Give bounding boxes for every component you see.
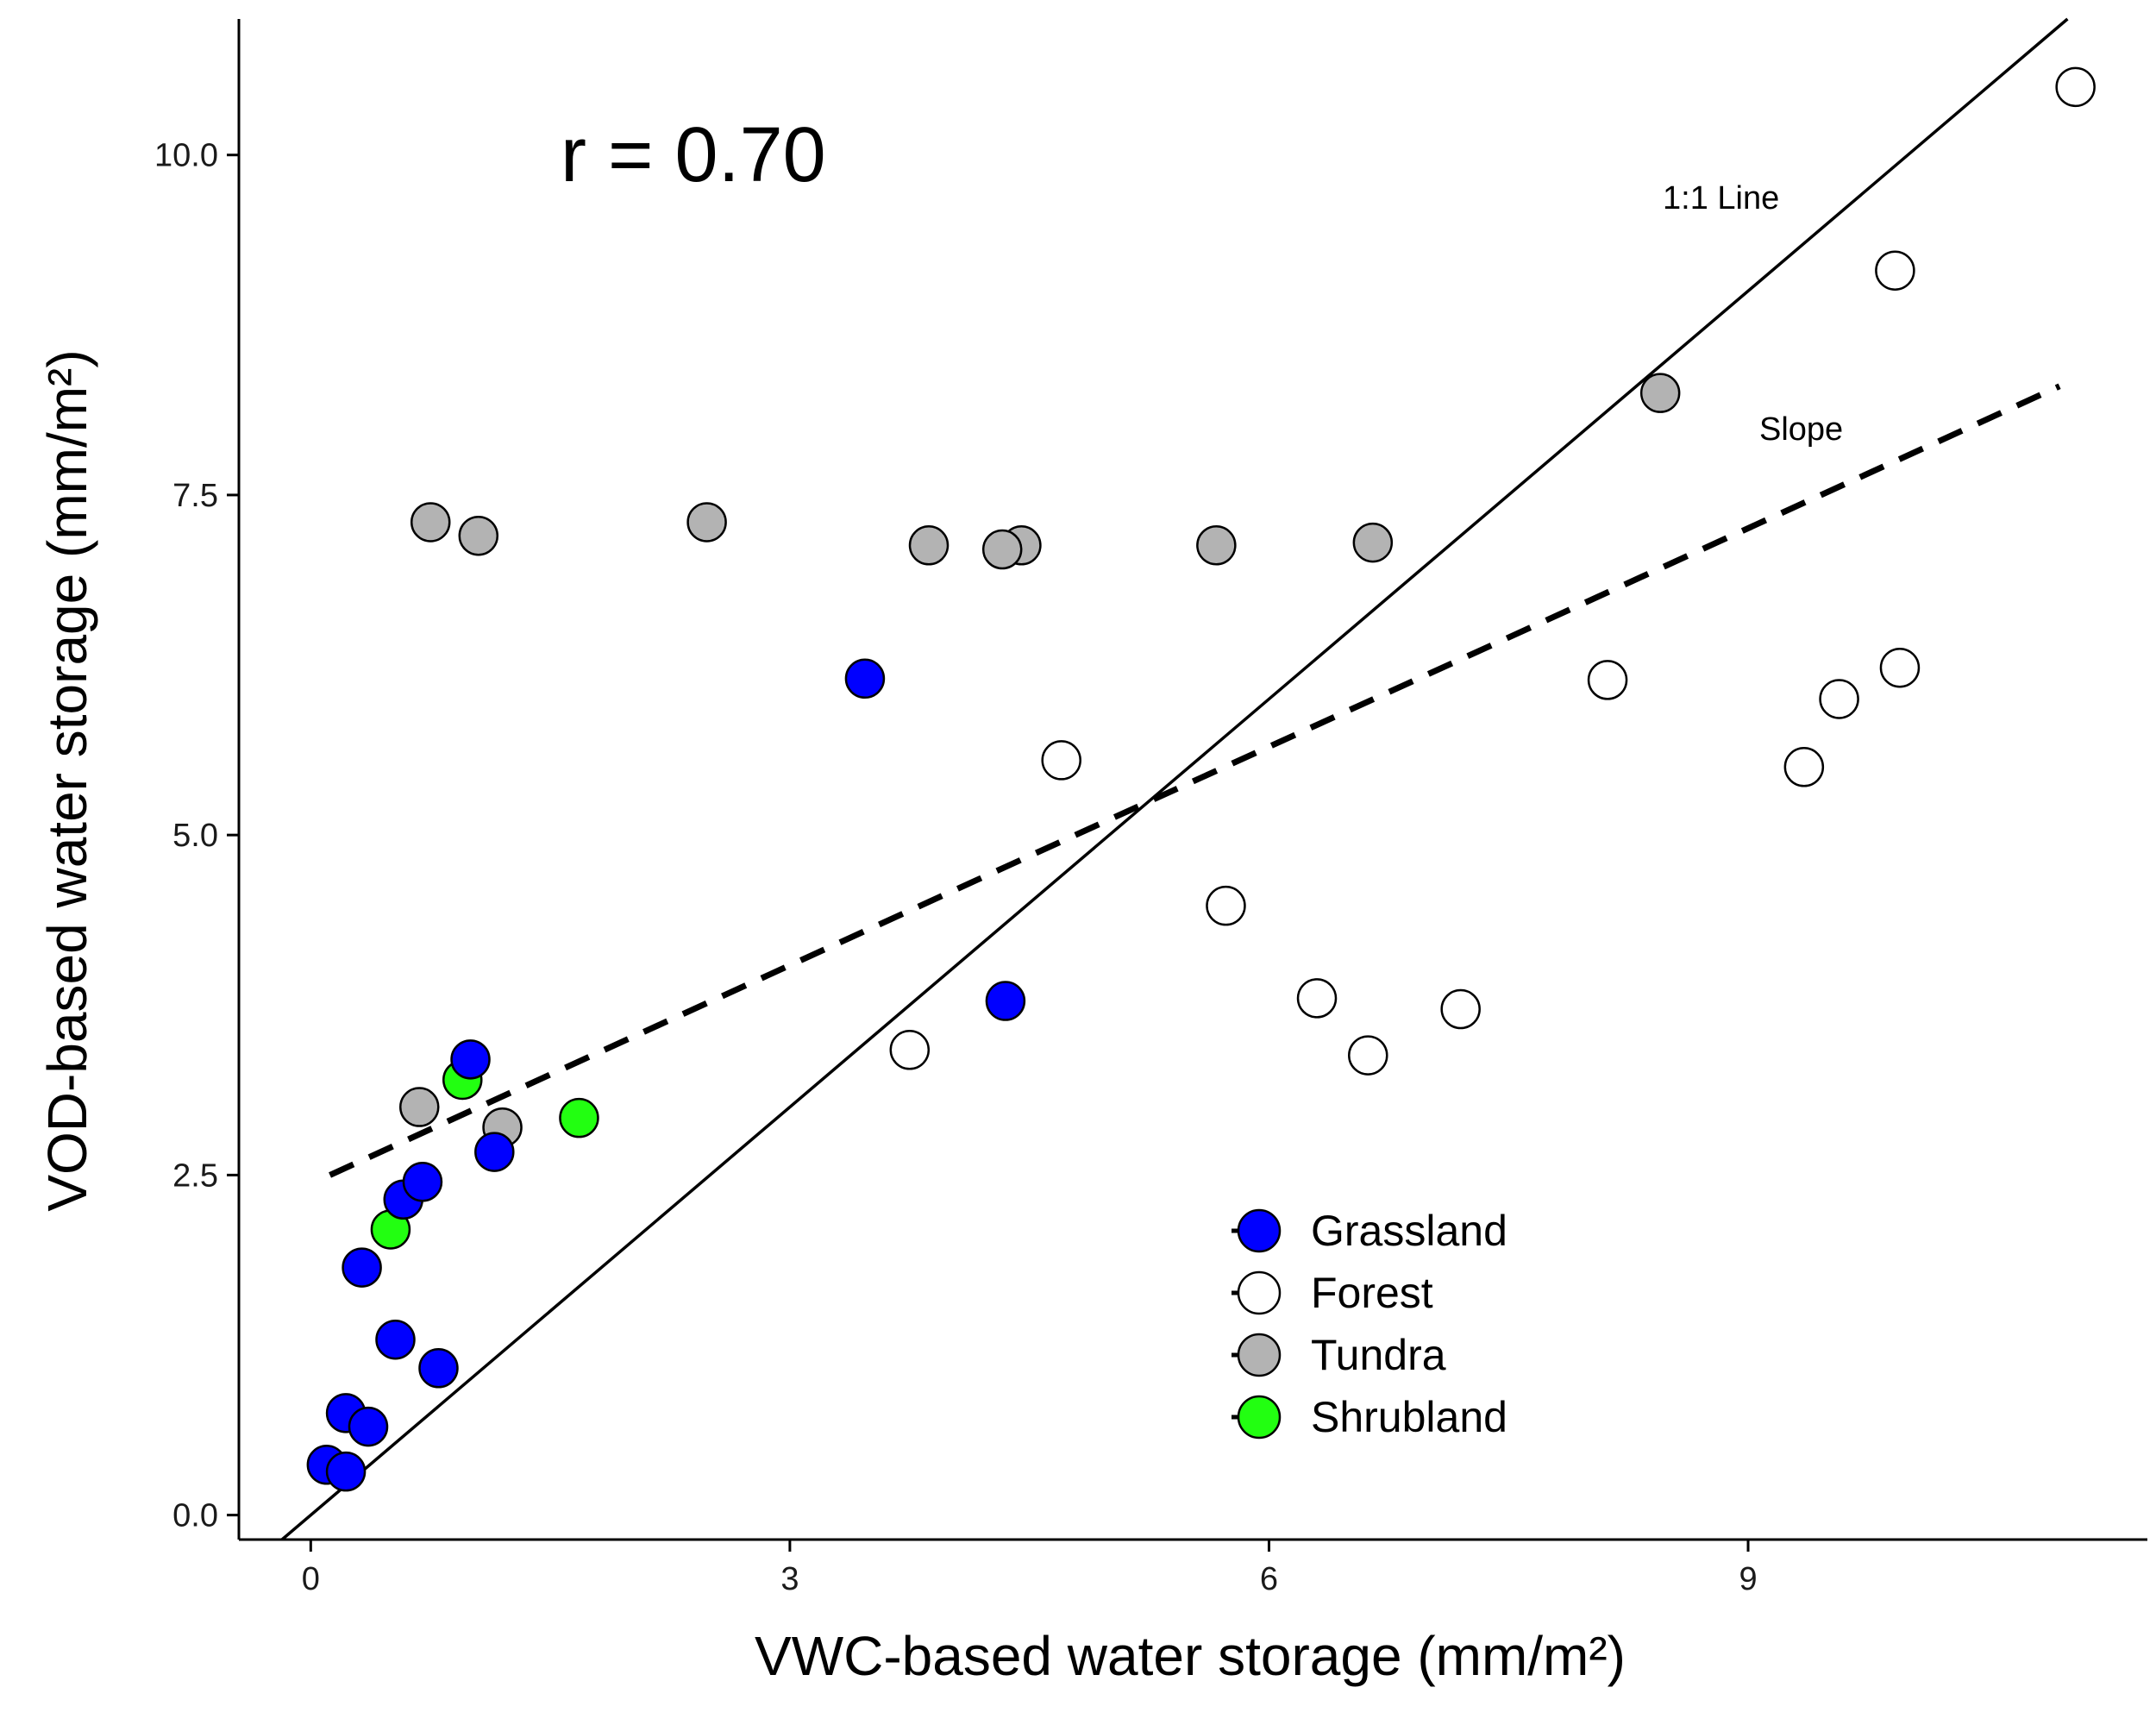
x-tick-label: 9	[1739, 1561, 1757, 1597]
tundra-point	[908, 525, 950, 566]
forest-point	[1348, 1035, 1388, 1076]
legend-label-shrubland: Shrubland	[1311, 1393, 1507, 1441]
slope-line-label: Slope	[1759, 411, 1843, 448]
tundra-point	[1196, 525, 1237, 566]
one-to-one-line	[280, 17, 2069, 1541]
reference-lines	[280, 17, 2069, 1541]
forest-point	[1783, 747, 1825, 787]
x-ticks: 0 3 6 9	[302, 1540, 1758, 1597]
y-ticks: 0.0 2.5 5.0 7.5 10.0	[154, 138, 239, 1534]
legend-label-forest: Forest	[1311, 1269, 1433, 1317]
tundra-point	[399, 1087, 440, 1127]
forest-point	[1440, 988, 1481, 1030]
shrubland-point	[559, 1097, 599, 1138]
forest-point	[2055, 66, 2096, 108]
legend: Grassland Forest Tundra Shrubland	[1232, 1207, 1507, 1441]
grassland-point	[844, 658, 886, 699]
y-axis-title: VOD-based water storage (mm/m²)	[36, 349, 98, 1211]
tundra-point	[410, 502, 451, 543]
forest-point	[1819, 679, 1859, 719]
y-tick-label: 0.0	[172, 1498, 218, 1534]
grassland-point	[418, 1348, 459, 1389]
x-axis-title: VWC-based water storage (mm/m²)	[755, 1625, 1626, 1687]
forest-point	[1875, 250, 1915, 291]
forest-point	[1206, 885, 1246, 926]
forest-point	[1296, 978, 1338, 1019]
grassland-point	[375, 1319, 416, 1360]
grassland-point	[342, 1247, 382, 1288]
legend-marker-tundra	[1237, 1333, 1282, 1377]
tundra-point	[981, 529, 1023, 570]
y-tick-label: 5.0	[172, 818, 218, 854]
x-tick-label: 6	[1260, 1561, 1278, 1597]
x-tick-label: 3	[780, 1561, 799, 1597]
legend-label-tundra: Tundra	[1311, 1331, 1446, 1379]
x-tick-label: 0	[302, 1561, 320, 1597]
forest-point	[1041, 740, 1081, 781]
forest-point	[1587, 660, 1628, 700]
legend-marker-grassland	[1237, 1208, 1282, 1253]
tundra-point	[1639, 373, 1681, 413]
y-tick-label: 2.5	[172, 1157, 218, 1194]
fit-slope-line	[329, 383, 2061, 1178]
legend-marker-forest	[1237, 1270, 1282, 1315]
grassland-point	[474, 1132, 515, 1172]
grassland-point	[348, 1406, 389, 1447]
grassland-point	[985, 981, 1026, 1021]
data-points	[306, 66, 2096, 1492]
forest-point	[889, 1030, 931, 1070]
y-tick-label: 10.0	[154, 138, 218, 174]
grassland-point	[325, 1451, 367, 1492]
legend-marker-shrubland	[1237, 1395, 1282, 1440]
grassland-point	[402, 1162, 443, 1202]
y-tick-label: 7.5	[172, 478, 218, 514]
tundra-point	[686, 502, 727, 543]
correlation-label: r = 0.70	[561, 112, 826, 198]
legend-label-grassland: Grassland	[1311, 1207, 1507, 1255]
tundra-point	[1352, 522, 1394, 563]
one-to-one-line-label: 1:1 Line	[1663, 180, 1779, 216]
grassland-point	[450, 1039, 491, 1080]
tundra-point	[458, 515, 499, 556]
forest-point	[1879, 647, 1921, 688]
axes: 0 3 6 9 0.0 2.5 5.0 7.5 10.0	[154, 19, 2147, 1597]
